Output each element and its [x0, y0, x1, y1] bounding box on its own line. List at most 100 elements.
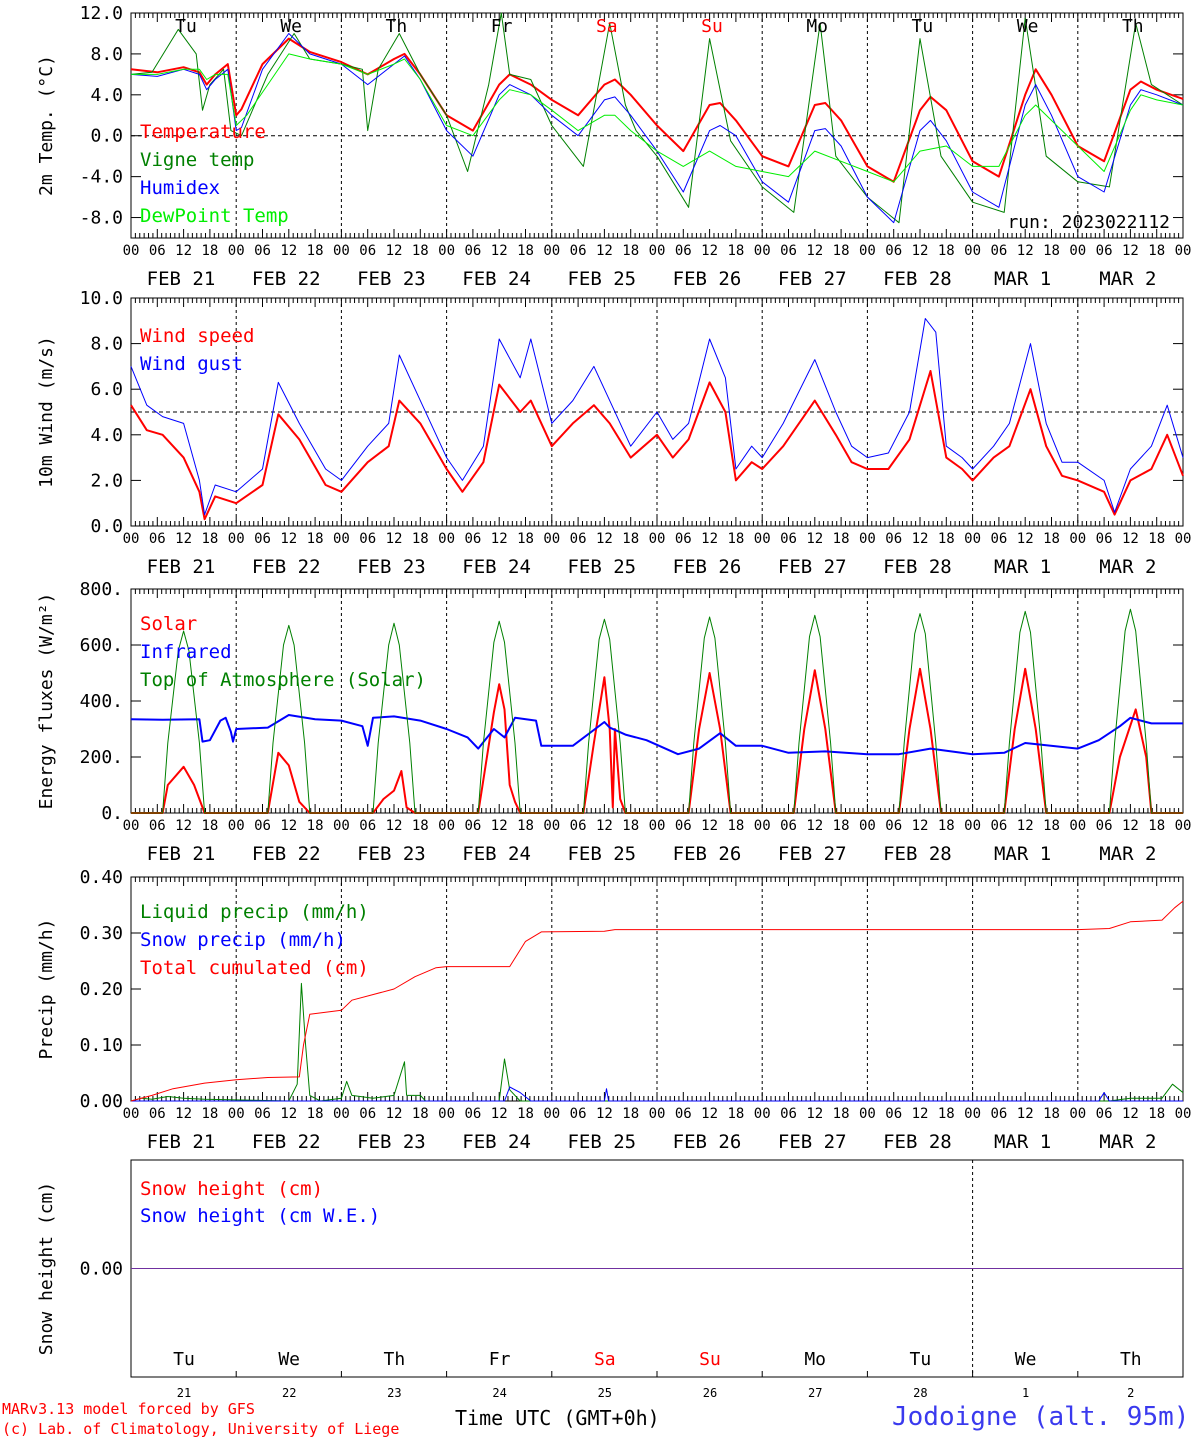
hour-label: 06: [464, 243, 481, 259]
hour-label: 00: [438, 1106, 455, 1122]
hour-label: 18: [307, 243, 324, 259]
day-number: 27: [808, 1386, 822, 1400]
hour-label: 00: [123, 1106, 140, 1122]
hour-label: 18: [833, 1106, 850, 1122]
plot-frame: [130, 588, 1184, 814]
day-label: Tu: [910, 1349, 932, 1370]
series-line-temp-1: [130, 12, 1184, 224]
hour-label: 06: [885, 243, 902, 259]
hour-label: 06: [254, 1106, 271, 1122]
panel-precip: [130, 876, 1184, 1102]
hour-label: 12: [175, 818, 192, 834]
hour-label: 00: [964, 818, 981, 834]
hour-label: 12: [175, 531, 192, 547]
hour-label: 18: [201, 1106, 218, 1122]
date-label: FEB 21: [147, 1131, 216, 1153]
date-label: FEB 24: [462, 268, 531, 290]
hour-label: 06: [1096, 1106, 1113, 1122]
y-tick-label: 400.: [80, 691, 123, 712]
hour-label: 12: [1017, 818, 1034, 834]
hour-label: 00: [1069, 531, 1086, 547]
hour-label: 12: [701, 243, 718, 259]
day-number: 24: [492, 1386, 506, 1400]
hour-label: 12: [912, 1106, 929, 1122]
hour-label: 06: [149, 531, 166, 547]
hour-label: 12: [806, 1106, 823, 1122]
hour-label: 18: [938, 243, 955, 259]
hour-label: 06: [675, 1106, 692, 1122]
day-label: Mo: [804, 1349, 826, 1370]
hour-label: 18: [833, 243, 850, 259]
hour-label: 18: [1148, 243, 1165, 259]
legend-entry: Snow precip (mm/h): [140, 929, 346, 951]
y-tick-label: 0.40: [80, 867, 123, 888]
hour-label: 06: [359, 818, 376, 834]
hour-label: 12: [596, 243, 613, 259]
hour-label: 06: [675, 531, 692, 547]
day-label: We: [278, 1349, 300, 1370]
hour-label: 00: [228, 818, 245, 834]
hour-label: 00: [859, 243, 876, 259]
series-line-temp-2: [130, 33, 1184, 224]
hour-label: 18: [412, 1106, 429, 1122]
legend-entry: Total cumulated (cm): [140, 957, 369, 979]
hour-label: 18: [622, 243, 639, 259]
day-label: We: [1015, 1349, 1037, 1370]
y-axis-label: Snow height (cm): [36, 1182, 57, 1355]
y-tick-label: 10.0: [80, 288, 123, 309]
hour-label: 18: [938, 818, 955, 834]
hour-label: 06: [780, 818, 797, 834]
day-label: We: [1017, 16, 1039, 37]
hour-label: 18: [727, 531, 744, 547]
hour-label: 12: [912, 531, 929, 547]
day-number: 26: [703, 1386, 717, 1400]
date-label: MAR 1: [994, 556, 1051, 578]
legend-entry: Liquid precip (mm/h): [140, 901, 369, 923]
y-tick-label: 0.30: [80, 923, 123, 944]
panel-energy: [130, 588, 1184, 814]
hour-label: 12: [280, 818, 297, 834]
date-label: FEB 27: [778, 843, 847, 865]
hour-label: 18: [201, 531, 218, 547]
day-label: Th: [1120, 1349, 1142, 1370]
day-label: Su: [699, 1349, 721, 1370]
hour-label: 00: [1069, 1106, 1086, 1122]
date-label: FEB 26: [673, 268, 742, 290]
date-label: FEB 24: [462, 843, 531, 865]
hour-label: 18: [201, 243, 218, 259]
hour-label: 00: [123, 531, 140, 547]
date-label: FEB 28: [883, 268, 952, 290]
hour-label: 12: [491, 243, 508, 259]
series-line-precip-0: [130, 982, 1184, 1102]
day-label: Su: [701, 16, 723, 37]
date-label: FEB 27: [778, 268, 847, 290]
day-label: Mo: [806, 16, 828, 37]
series-line-wind-0: [130, 370, 1184, 521]
hour-label: 12: [1122, 1106, 1139, 1122]
date-label: FEB 21: [147, 556, 216, 578]
hour-label: 00: [754, 243, 771, 259]
legend-entry: Wind speed: [140, 325, 254, 347]
hour-label: 12: [806, 243, 823, 259]
date-label: MAR 2: [1099, 843, 1156, 865]
hour-label: 00: [543, 1106, 560, 1122]
y-tick-label: 0.: [101, 803, 123, 824]
day-number: 21: [177, 1386, 191, 1400]
hour-label: 00: [228, 531, 245, 547]
date-label: FEB 22: [252, 556, 321, 578]
hour-label: 06: [675, 243, 692, 259]
series-line-temp-3: [131, 53, 1184, 183]
day-number: 23: [387, 1386, 401, 1400]
hour-label: 06: [1096, 531, 1113, 547]
hour-label: 18: [1043, 243, 1060, 259]
time-axis-label: Time UTC (GMT+0h): [455, 1406, 660, 1430]
hour-label: 06: [254, 243, 271, 259]
date-label: FEB 28: [883, 1131, 952, 1153]
hour-label: 18: [1043, 1106, 1060, 1122]
hour-label: 18: [1043, 531, 1060, 547]
panel-snow: [130, 1159, 1184, 1378]
hour-label: 12: [1017, 1106, 1034, 1122]
day-label: Th: [386, 16, 408, 37]
day-label: Fr: [491, 16, 513, 37]
